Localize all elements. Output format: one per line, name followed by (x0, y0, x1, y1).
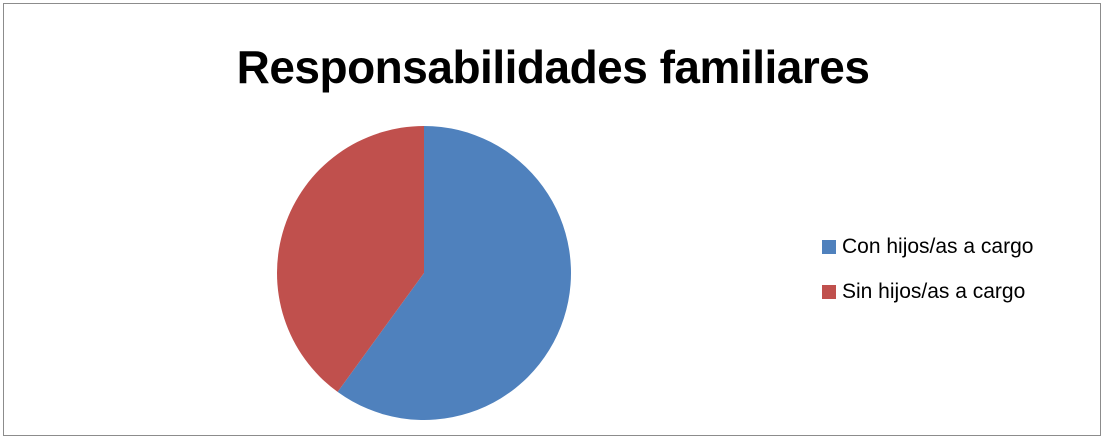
chart-title: Responsabilidades familiares (236, 41, 870, 93)
legend-item-sin-hijos: Sin hijos/as a cargo (822, 280, 1033, 303)
legend-label-con-hijos: Con hijos/as a cargo (842, 235, 1034, 258)
legend-swatch-con-hijos (822, 240, 836, 254)
legend-label-sin-hijos: Sin hijos/as a cargo (842, 280, 1026, 303)
legend-item-con-hijos: Con hijos/as a cargo (822, 235, 1034, 258)
pie-chart (277, 126, 571, 420)
pie-slices (277, 126, 571, 420)
chart-frame: Responsabilidades familiares Con hijos/a… (3, 3, 1101, 436)
legend-swatch-sin-hijos (822, 285, 836, 299)
slice-sin-hijos (277, 126, 424, 392)
slice-con-hijos (337, 126, 571, 420)
legend: Con hijos/as a cargo Sin hijos/as a carg… (822, 235, 1034, 326)
